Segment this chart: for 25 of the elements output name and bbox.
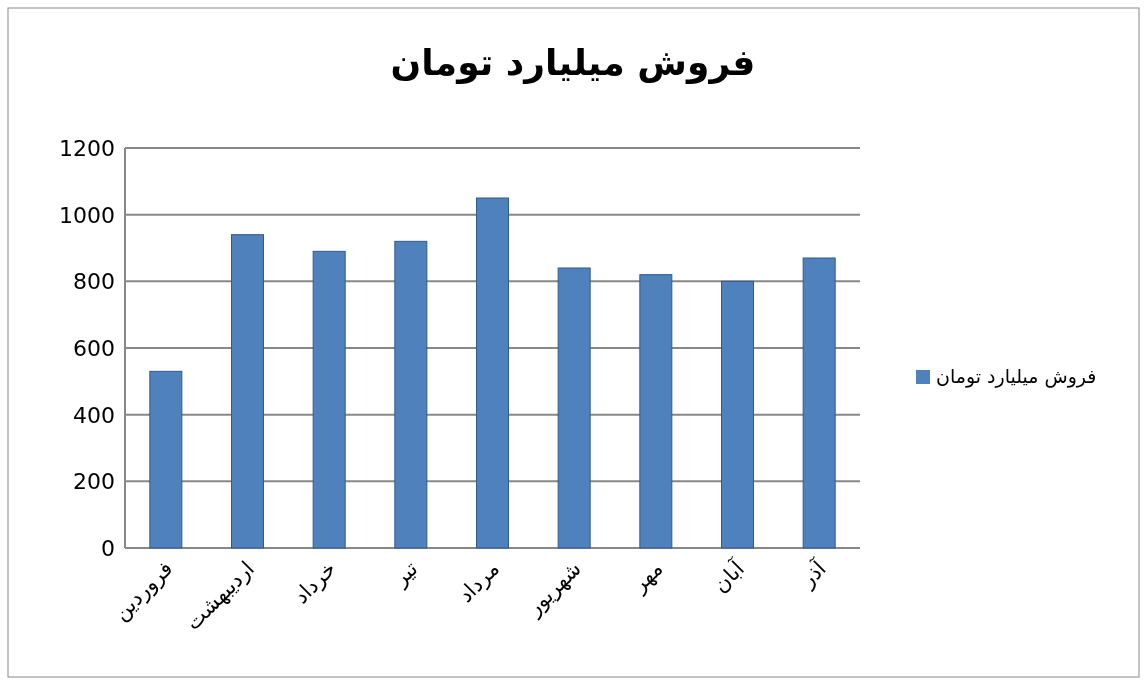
legend-label: فروش میلیارد تومان xyxy=(936,365,1097,388)
x-tick-label: تیر xyxy=(387,556,423,592)
bar xyxy=(312,250,346,549)
bar xyxy=(557,267,591,549)
bar xyxy=(802,257,836,549)
x-tick-label: خرداد xyxy=(289,556,341,609)
x-tick-label: آبان xyxy=(707,555,750,598)
y-tick-label: 800 xyxy=(73,269,115,295)
bar xyxy=(476,197,509,549)
y-tick-label: 400 xyxy=(73,402,115,428)
x-tick-label: آذر xyxy=(794,555,832,593)
bar xyxy=(149,370,183,549)
y-tick-label: 600 xyxy=(73,336,115,361)
x-tick-label: مهر xyxy=(626,556,668,598)
y-tick-label: 1200 xyxy=(59,136,115,161)
bar xyxy=(721,280,754,549)
x-tick-label: اردیبهشت xyxy=(180,556,260,635)
y-tick-label: 200 xyxy=(73,469,115,495)
x-tick-label: مرداد xyxy=(453,556,505,608)
bar xyxy=(639,274,673,549)
y-tick-label: 1000 xyxy=(59,202,115,228)
x-tick-label: شهریور xyxy=(521,556,586,621)
bar xyxy=(231,234,264,549)
chart-title: فروش میلیارد تومان xyxy=(390,42,756,84)
bar xyxy=(394,240,428,549)
